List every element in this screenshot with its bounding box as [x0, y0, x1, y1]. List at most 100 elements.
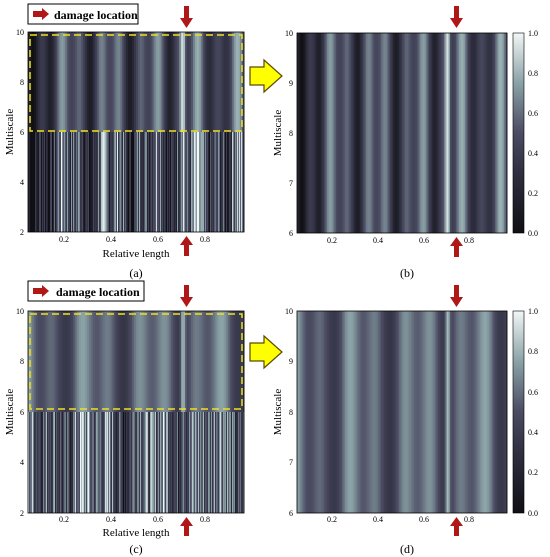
- heatmap-stripe: [355, 33, 358, 233]
- heatmap-stripe: [69, 132, 71, 232]
- heatmap-stripe: [486, 33, 488, 233]
- heatmap-stripe: [414, 33, 416, 233]
- heatmap-stripe: [198, 32, 202, 132]
- heatmap-stripe: [121, 132, 123, 232]
- heatmap-stripe: [130, 412, 132, 513]
- heatmap-stripe: [504, 311, 506, 513]
- heatmap-stripe: [421, 33, 424, 233]
- heatmap-stripe: [429, 33, 431, 233]
- heatmap-stripe: [300, 33, 302, 233]
- heatmap-stripe: [30, 412, 32, 513]
- heatmap-stripe: [169, 132, 171, 232]
- heatmap-stripe: [159, 32, 162, 132]
- heatmap-stripe: [174, 132, 176, 232]
- heatmap-stripe: [312, 33, 314, 233]
- heatmap-stripe: [345, 33, 347, 233]
- heatmap-stripe: [61, 311, 64, 412]
- heatmap-stripe: [95, 132, 97, 232]
- heatmap-stripe: [229, 132, 231, 232]
- heatmap-stripe: [357, 311, 359, 513]
- heatmap-stripe: [90, 132, 92, 232]
- heatmap-stripe: [484, 33, 487, 233]
- heatmap-stripe: [163, 32, 166, 132]
- heatmap-stripe: [325, 33, 328, 233]
- heatmap-stripe: [85, 132, 87, 232]
- heatmap-stripe: [412, 33, 415, 233]
- heatmap-stripe: [136, 311, 139, 412]
- heatmap-stripe: [41, 311, 45, 412]
- heatmap-stripe: [187, 412, 189, 513]
- heatmap-stripe: [364, 311, 367, 513]
- heatmap-stripe: [141, 132, 143, 232]
- heatmap-stripe: [373, 311, 376, 513]
- heatmap-stripe: [444, 311, 446, 513]
- heatmap-stripe: [334, 33, 337, 233]
- heatmap-stripe: [156, 412, 158, 513]
- heatmap-stripe: [318, 311, 320, 513]
- heatmap-stripe: [89, 132, 91, 232]
- heatmap-stripe: [102, 132, 104, 232]
- heatmap-stripe: [240, 132, 242, 232]
- heatmap-stripe: [175, 412, 177, 513]
- heatmap-stripe: [219, 132, 221, 232]
- heatmap-stripe: [88, 412, 90, 513]
- heatmap-stripe: [191, 412, 193, 513]
- x-tick-label: 0.2: [327, 515, 337, 524]
- heatmap-stripe: [92, 132, 94, 232]
- heatmap-stripe: [215, 132, 217, 232]
- heatmap-stripe: [334, 311, 337, 513]
- heatmap-stripe: [472, 311, 475, 513]
- heatmap-stripe: [176, 412, 178, 513]
- heatmap-stripe: [433, 33, 436, 233]
- heatmap-stripe: [183, 311, 186, 412]
- heatmap-stripe: [234, 311, 237, 412]
- heatmap-stripe: [69, 32, 72, 132]
- heatmap-stripe: [65, 412, 67, 513]
- heatmap-stripe: [51, 311, 54, 412]
- heatmap-stripe: [355, 311, 358, 513]
- heatmap-stripe: [303, 33, 305, 233]
- heatmap-stripe: [88, 311, 92, 412]
- heatmap-stripe: [348, 311, 350, 513]
- y-tick-label: 8: [289, 129, 293, 138]
- heatmap-stripe: [472, 33, 475, 233]
- heatmap-stripe: [241, 412, 243, 513]
- heatmap-stripe: [420, 311, 422, 513]
- heatmap-stripe: [54, 132, 56, 232]
- heatmap-stripe: [430, 311, 433, 513]
- heatmap-stripe: [438, 311, 440, 513]
- heatmap-stripe: [462, 311, 464, 513]
- heatmap-stripe: [105, 412, 107, 513]
- heatmap-stripe: [456, 33, 458, 233]
- heatmap-stripe: [382, 311, 385, 513]
- heatmap-stripe: [29, 132, 31, 232]
- heatmap-stripe: [381, 311, 383, 513]
- heatmap-stripe: [232, 412, 234, 513]
- x-axis-label: Relative length: [103, 527, 170, 539]
- heatmap-stripe: [52, 412, 54, 513]
- heatmap-stripe: [175, 32, 178, 132]
- heatmap-stripe: [35, 412, 37, 513]
- heatmap-stripe: [112, 412, 114, 513]
- heatmap-stripe: [137, 32, 141, 132]
- heatmap-stripe: [177, 311, 180, 412]
- heatmap-stripe: [78, 132, 80, 232]
- heatmap-stripe: [74, 412, 76, 513]
- colorbar-tick-label: 0.2: [528, 189, 538, 198]
- heatmap-stripe: [229, 412, 231, 513]
- heatmap-stripe: [104, 311, 107, 412]
- heatmap-stripe: [400, 33, 403, 233]
- heatmap-stripe: [303, 311, 305, 513]
- heatmap-stripe: [145, 32, 149, 132]
- heatmap-stripe: [59, 311, 62, 412]
- panel-d: 0.0 0.2 0.4 0.6 0.8 1.0 0.2 0.4 0.6 0.8 …: [272, 285, 538, 556]
- heatmap-stripe: [108, 412, 110, 513]
- heatmap-stripe: [333, 33, 335, 233]
- heatmap-stripe: [468, 311, 470, 513]
- heatmap-stripe: [135, 412, 137, 513]
- heatmap-stripe: [109, 132, 111, 232]
- panel-caption: (b): [400, 266, 414, 280]
- colorbar-tick-label: 0.2: [528, 468, 538, 477]
- heatmap-stripe: [204, 412, 206, 513]
- heatmap-stripe: [158, 412, 160, 513]
